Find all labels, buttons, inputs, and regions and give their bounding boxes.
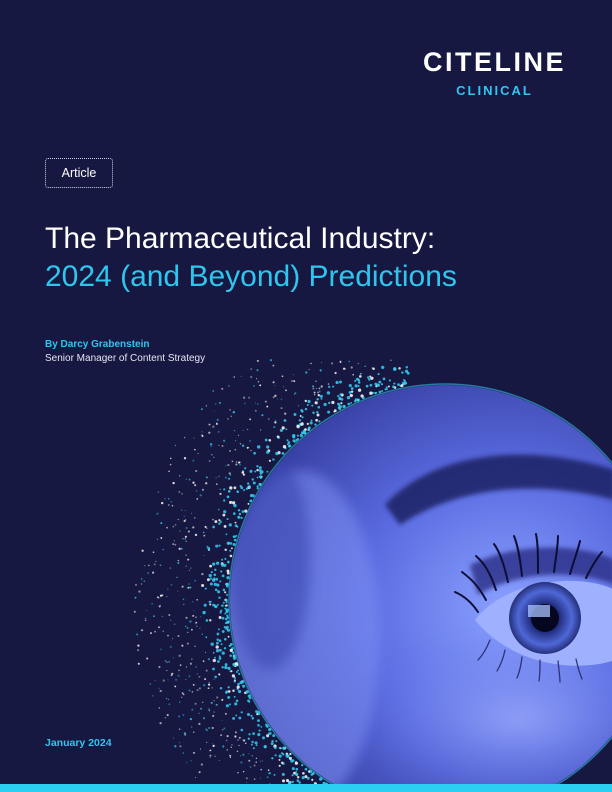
logo-wordmark: CITELINE	[422, 47, 566, 77]
author-name: By Darcy Grabenstein	[45, 339, 150, 350]
photo-circle	[230, 385, 612, 792]
particle-halo	[133, 359, 410, 792]
article-tag: Article	[45, 158, 113, 188]
logo-subtitle: CLINICAL	[456, 83, 533, 98]
publication-date: January 2024	[45, 737, 112, 749]
bottom-accent-stripe	[0, 784, 612, 792]
title-line-2: 2024 (and Beyond) Predictions	[45, 260, 457, 293]
citeline-logo: CITELINE CLINICAL	[423, 47, 566, 99]
document-title: The Pharmaceutical Industry: 2024 (and B…	[45, 220, 457, 296]
author-role: Senior Manager of Content Strategy	[45, 353, 206, 364]
title-line-1: The Pharmaceutical Industry:	[45, 222, 436, 255]
author-block: By Darcy Grabenstein Senior Manager of C…	[45, 338, 205, 366]
